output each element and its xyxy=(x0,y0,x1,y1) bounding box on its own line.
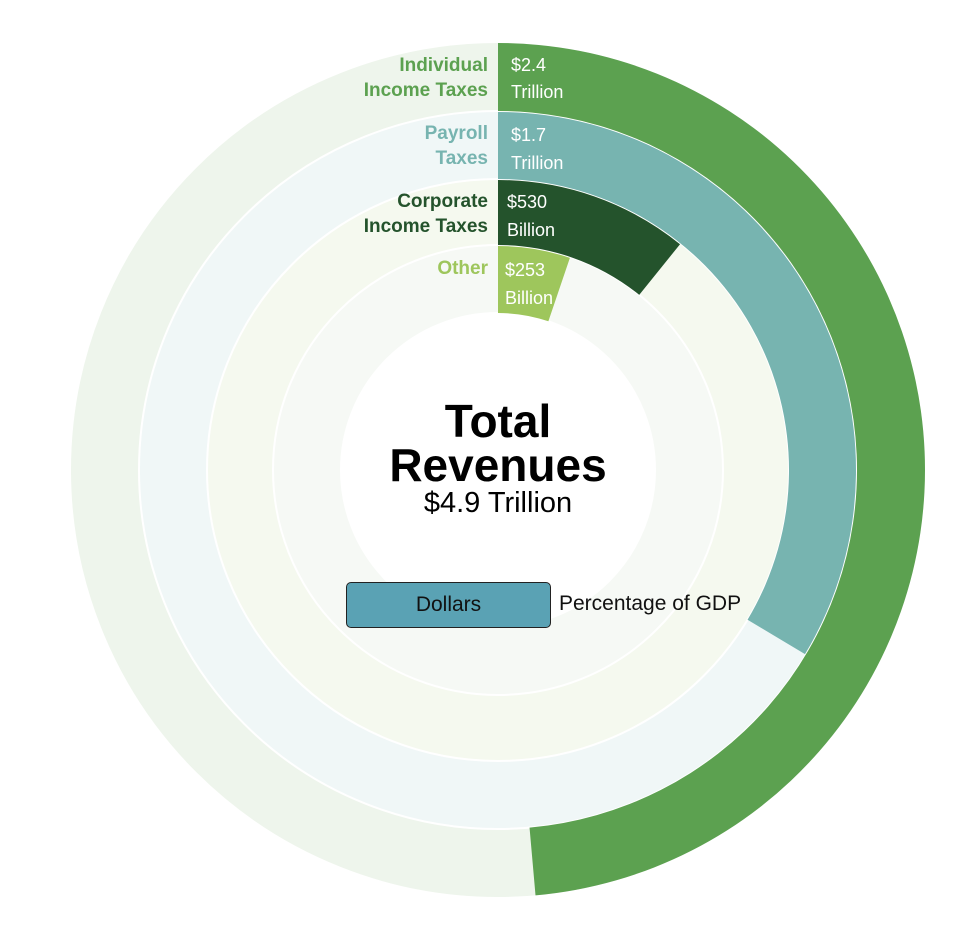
center-subtitle: $4.9 Trillion xyxy=(424,487,572,519)
category-label-individual-income-taxes-line-1: Individual xyxy=(399,55,488,76)
value-label-corporate-income-taxes-line-2: Billion xyxy=(507,220,555,240)
chart-center-disc xyxy=(342,314,654,626)
value-label-payroll-taxes-line-1: $1.7 xyxy=(511,125,546,145)
bar-other[interactable] xyxy=(498,246,570,322)
bar-corporate-income-taxes[interactable] xyxy=(498,180,681,295)
gdp-toggle-button[interactable]: Percentage of GDP xyxy=(559,592,742,615)
bar-payroll-taxes[interactable] xyxy=(498,112,856,655)
value-label-corporate-income-taxes-line-1: $530 xyxy=(507,192,547,212)
ring-labels: Individual Income Taxes $2.4 Trillion Payrol… xyxy=(364,55,564,308)
bar-individual-income-taxes[interactable] xyxy=(498,43,926,896)
category-label-corporate-income-taxes-line-2: Income Taxes xyxy=(364,216,488,237)
value-label-other-line-2: Billion xyxy=(505,288,553,308)
ring-bars xyxy=(498,43,926,896)
category-label-individual-income-taxes-line-2: Income Taxes xyxy=(364,80,488,101)
category-label-payroll-taxes-line-2: Taxes xyxy=(436,148,488,169)
category-label-other-line-1: Other xyxy=(437,258,488,279)
center-title-line-2: Revenues xyxy=(389,439,606,491)
category-label-corporate-income-taxes-line-1: Corporate xyxy=(397,191,488,212)
dollars-toggle-button[interactable]: Dollars xyxy=(346,582,551,628)
value-label-individual-income-taxes-line-2: Trillion xyxy=(511,82,563,102)
center-title-line-1: Total xyxy=(445,395,551,447)
value-label-individual-income-taxes-line-1: $2.4 xyxy=(511,55,546,75)
category-label-payroll-taxes-line-1: Payroll xyxy=(425,123,488,144)
value-label-payroll-taxes-line-2: Trillion xyxy=(511,153,563,173)
value-label-other-line-1: $253 xyxy=(505,260,545,280)
